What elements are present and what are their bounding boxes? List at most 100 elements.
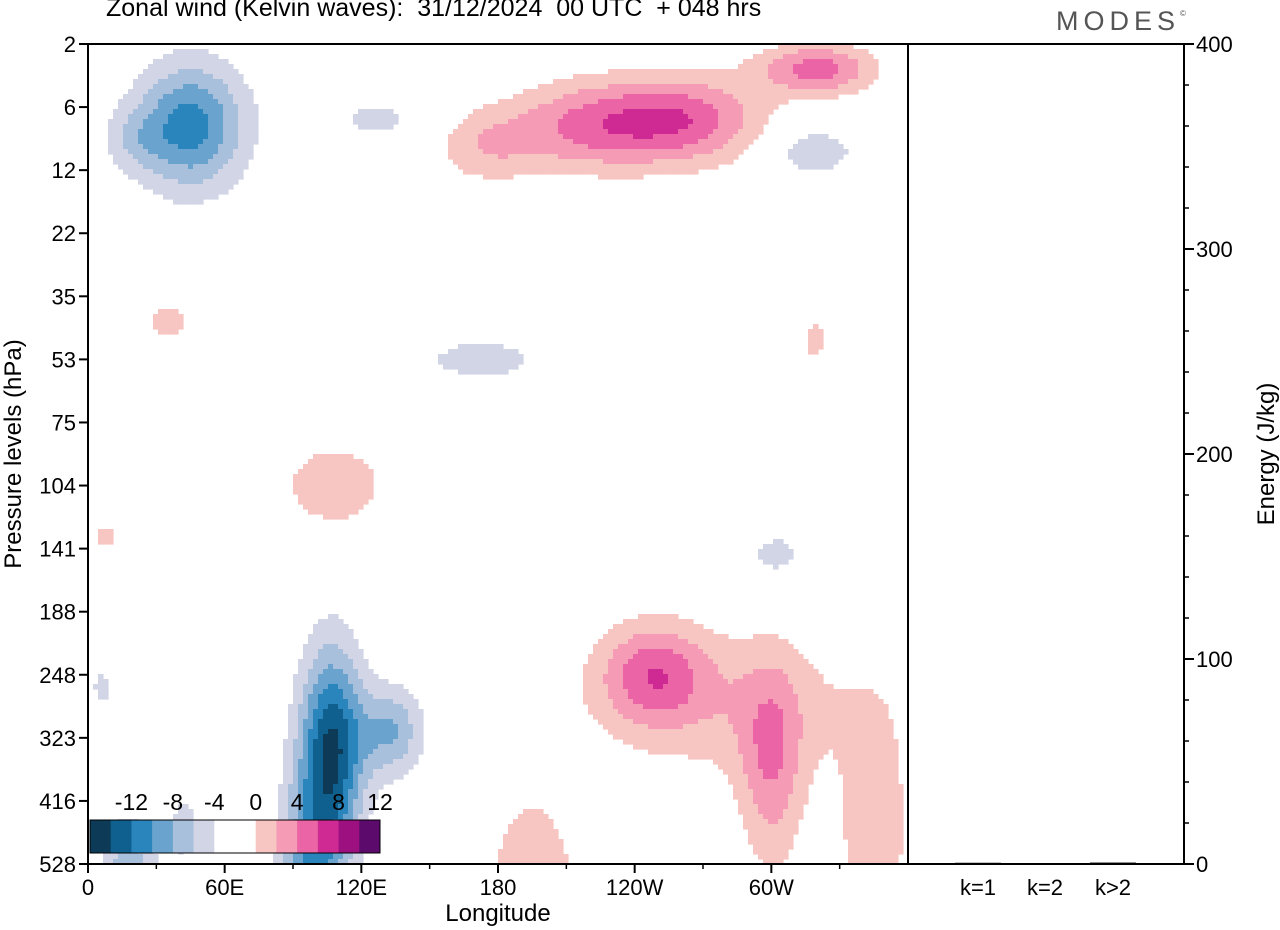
heatmap-cell [723, 659, 729, 665]
heatmap-cell [308, 769, 314, 775]
heatmap-cell [803, 729, 809, 735]
heatmap-cell [733, 734, 739, 740]
heatmap-cell [858, 719, 864, 725]
heatmap-cell [693, 669, 699, 675]
heatmap-cell [573, 114, 579, 120]
heatmap-cell [663, 749, 669, 755]
heatmap-cell [683, 104, 689, 110]
heatmap-cell [613, 694, 619, 700]
heatmap-cell [688, 664, 694, 670]
heatmap-cell [778, 69, 784, 75]
heatmap-cell [788, 804, 794, 810]
heatmap-cell [773, 684, 779, 690]
heatmap-cell [738, 89, 744, 95]
heatmap-cell [703, 644, 709, 650]
heatmap-cell [808, 774, 814, 780]
heatmap-cell [848, 719, 854, 725]
heatmap-cell [103, 684, 109, 690]
heatmap-cell [343, 714, 349, 720]
heatmap-cell [103, 529, 109, 535]
heatmap-cell [308, 719, 314, 725]
heatmap-cell [658, 114, 664, 120]
heatmap-cell [323, 629, 329, 635]
heatmap-cell [863, 739, 869, 745]
heatmap-cell [408, 749, 414, 755]
heatmap-cell [868, 754, 874, 760]
heatmap-cell [628, 89, 634, 95]
heatmap-cell [758, 729, 764, 735]
heatmap-cell [618, 724, 624, 730]
heatmap-cell [863, 759, 869, 765]
heatmap-cell [318, 814, 324, 820]
heatmap-cell [678, 679, 684, 685]
heatmap-cell [653, 109, 659, 115]
heatmap-cell [703, 734, 709, 740]
heatmap-cell [178, 94, 184, 100]
heatmap-cell [318, 694, 324, 700]
heatmap-cell [723, 704, 729, 710]
heatmap-cell [628, 104, 634, 110]
heatmap-cell [848, 689, 854, 695]
heatmap-cell [788, 689, 794, 695]
heatmap-cell [708, 69, 714, 75]
heatmap-cell [858, 709, 864, 715]
heatmap-cell [673, 129, 679, 135]
heatmap-cell [813, 344, 819, 350]
heatmap-cell [533, 159, 539, 165]
heatmap-cell [133, 109, 139, 115]
heatmap-cell [223, 104, 229, 110]
heatmap-cell [713, 164, 719, 170]
heatmap-cell [813, 674, 819, 680]
heatmap-cell [218, 119, 224, 125]
heatmap-cell [588, 84, 594, 90]
heatmap-cell [548, 144, 554, 150]
heatmap-cell [623, 724, 629, 730]
heatmap-cell [898, 794, 904, 800]
heatmap-cell [468, 159, 474, 165]
heatmap-cell [483, 154, 489, 160]
heatmap-cell [708, 674, 714, 680]
heatmap-cell [188, 134, 194, 140]
heatmap-cell [368, 114, 374, 120]
heatmap-cell [523, 114, 529, 120]
heatmap-cell [723, 124, 729, 130]
heatmap-cell [843, 749, 849, 755]
heatmap-cell [838, 749, 844, 755]
heatmap-cell [228, 99, 234, 105]
heatmap-cell [798, 69, 804, 75]
heatmap-cell [593, 684, 599, 690]
heatmap-cell [583, 679, 589, 685]
heatmap-cell [583, 159, 589, 165]
heatmap-cell [778, 89, 784, 95]
heatmap-cell [488, 159, 494, 165]
heatmap-cell [673, 164, 679, 170]
heatmap-cell [748, 114, 754, 120]
heatmap-cell [678, 74, 684, 80]
heatmap-cell [358, 489, 364, 495]
heatmap-cell [743, 74, 749, 80]
heatmap-cell [168, 149, 174, 155]
heatmap-cell [338, 649, 344, 655]
heatmap-cell [888, 739, 894, 745]
heatmap-cell [333, 794, 339, 800]
heatmap-cell [728, 774, 734, 780]
heatmap-cell [188, 49, 194, 55]
heatmap-cell [448, 359, 454, 365]
heatmap-cell [858, 69, 864, 75]
heatmap-cell [768, 804, 774, 810]
heatmap-cell [648, 709, 654, 715]
heatmap-cell [723, 134, 729, 140]
heatmap-cell [248, 89, 254, 95]
heatmap-cell [723, 649, 729, 655]
heatmap-cell [743, 114, 749, 120]
heatmap-cell [613, 714, 619, 720]
heatmap-cell [713, 694, 719, 700]
heatmap-cell [293, 694, 299, 700]
heatmap-cell [468, 364, 474, 370]
heatmap-cell [848, 704, 854, 710]
heatmap-cell [413, 754, 419, 760]
heatmap-cell [688, 694, 694, 700]
heatmap-cell [838, 54, 844, 60]
heatmap-cell [163, 74, 169, 80]
heatmap-cell [678, 629, 684, 635]
